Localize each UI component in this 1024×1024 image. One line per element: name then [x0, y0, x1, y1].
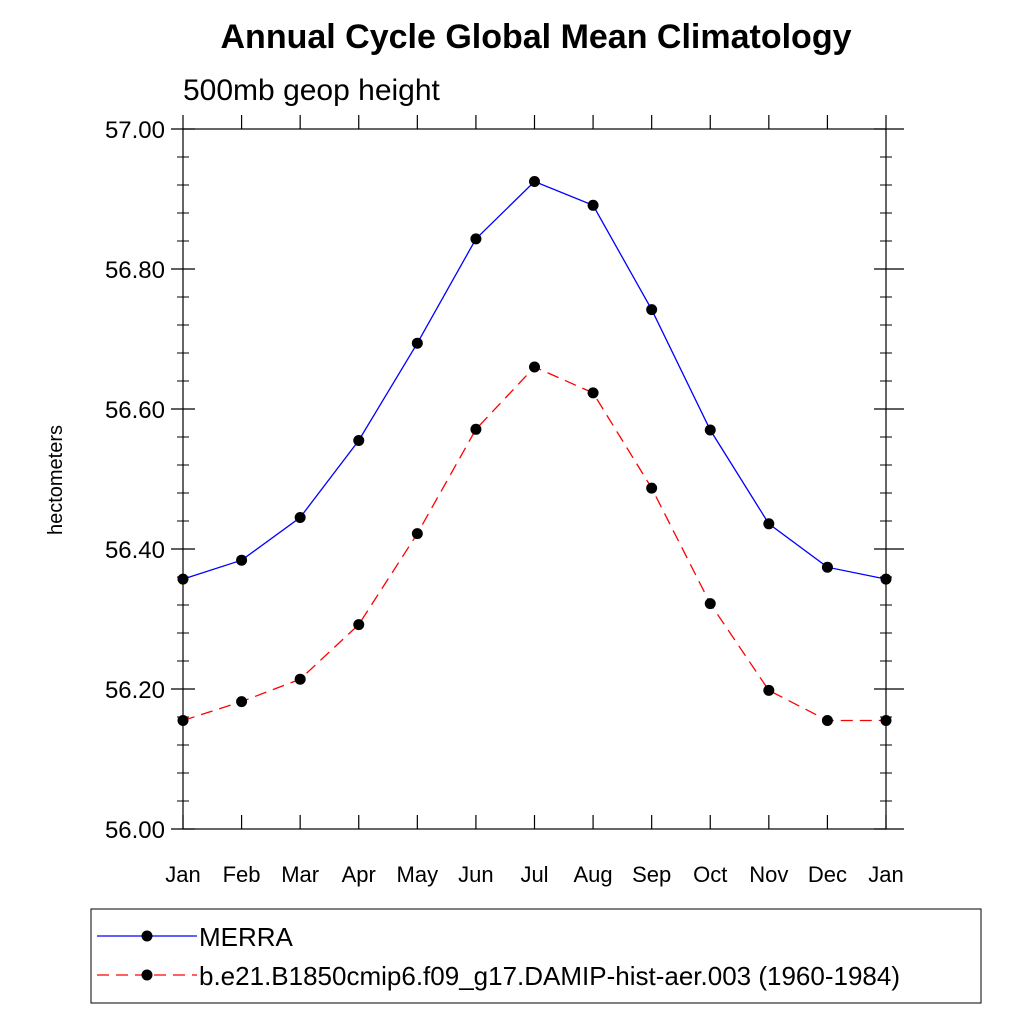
- data-point: [177, 715, 189, 726]
- data-point: [529, 176, 540, 187]
- data-point: [587, 387, 599, 399]
- y-tick-label: 56.60: [105, 397, 165, 424]
- data-point: [411, 337, 423, 349]
- data-point: [880, 573, 892, 585]
- data-point: [704, 598, 716, 610]
- data-point: [470, 233, 482, 245]
- x-tick-label: Jan: [165, 862, 200, 887]
- data-point: [880, 715, 892, 726]
- chart-subtitle: 500mb geop height: [183, 74, 441, 107]
- y-tick-label: 56.00: [105, 817, 165, 844]
- data-point: [353, 619, 365, 631]
- x-tick-label: Jul: [520, 862, 548, 887]
- plot-area: 56.00 56.20 56.40 56.60 56.80 57.00 Jan Feb Mar A…: [105, 115, 904, 887]
- data-point: [646, 304, 658, 316]
- data-point: [763, 684, 775, 696]
- data-point: [177, 573, 189, 585]
- series-layer: [177, 176, 892, 726]
- x-tick-label: Dec: [808, 862, 847, 887]
- data-point: [236, 554, 248, 566]
- data-point: [294, 512, 306, 523]
- data-point: [353, 435, 365, 446]
- data-point: [821, 715, 833, 726]
- legend-marker: [141, 930, 153, 942]
- legend-marker: [141, 969, 153, 981]
- x-tick-label: May: [397, 862, 439, 887]
- series-line: [182, 366, 886, 722]
- y-axis-label: hectometers: [45, 425, 67, 535]
- x-tick-label: Mar: [281, 862, 319, 887]
- x-tick-label: Jun: [458, 862, 493, 887]
- x-tick-label: Apr: [342, 862, 376, 887]
- data-point: [587, 199, 599, 211]
- plot-frame: [182, 128, 887, 830]
- data-point: [821, 561, 833, 573]
- legend-box: [90, 908, 982, 1004]
- series-1: [177, 176, 892, 585]
- data-point: [704, 424, 716, 436]
- y-tick-label: 56.40: [105, 537, 165, 564]
- legend: MERRA b.e21.B1850cmip6.f09_g17.DAMIP-hist…: [90, 908, 982, 1004]
- data-point: [470, 423, 482, 435]
- data-point: [236, 696, 248, 708]
- y-tick-label: 56.80: [105, 257, 165, 284]
- chart-title: Annual Cycle Global Mean Climatology: [221, 18, 852, 56]
- x-tick-label: Oct: [693, 862, 727, 887]
- data-point: [763, 518, 775, 530]
- y-tick-label: 57.00: [105, 117, 165, 144]
- legend-label: b.e21.B1850cmip6.f09_g17.DAMIP-hist-aer.…: [199, 961, 900, 991]
- legend-label: MERRA: [199, 922, 294, 952]
- series-2: [177, 361, 892, 726]
- data-point: [529, 361, 540, 373]
- data-point: [411, 528, 423, 540]
- x-tick-label: Nov: [749, 862, 788, 887]
- series-line: [182, 180, 887, 580]
- x-tick-label: Feb: [223, 862, 261, 887]
- x-tick-label: Jan: [868, 862, 903, 887]
- x-tick-label: Sep: [632, 862, 671, 887]
- data-point: [294, 673, 306, 685]
- x-tick-label: Aug: [574, 862, 613, 887]
- y-tick-label: 56.20: [105, 677, 165, 704]
- data-point: [646, 482, 658, 494]
